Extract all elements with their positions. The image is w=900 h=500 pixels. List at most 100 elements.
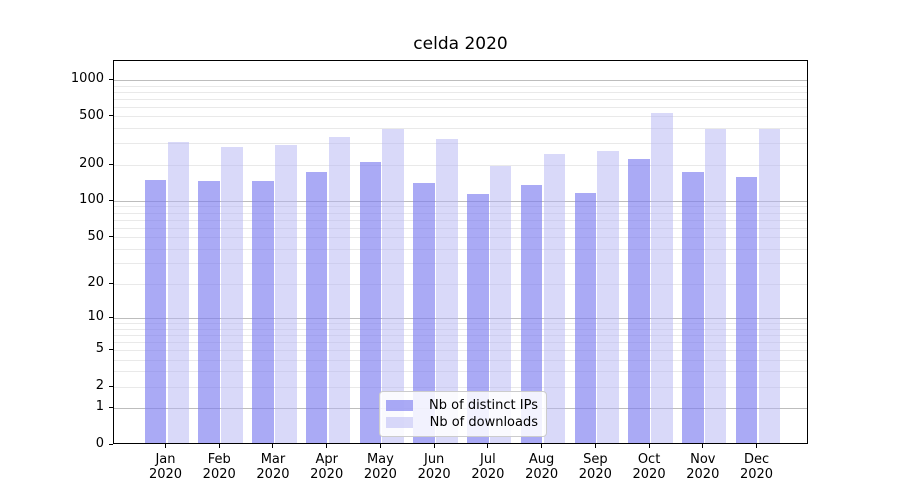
x-tick-mark — [487, 444, 489, 448]
minor-gridline — [114, 143, 807, 145]
bar-distinct-ips-sep — [574, 193, 597, 443]
x-tick-mark — [433, 444, 435, 448]
x-tick-mark — [594, 444, 596, 448]
bar-distinct-ips-apr — [305, 171, 328, 443]
minor-gridline — [114, 206, 807, 208]
legend-entry-distinct-ips: Nb of distinct IPs — [386, 398, 538, 413]
y-tick-mark — [109, 199, 113, 201]
y-tick-label: 50 — [87, 228, 104, 244]
y-tick-mark — [109, 163, 113, 165]
minor-gridline — [114, 248, 807, 250]
x-tick-mark — [326, 444, 328, 448]
x-tick-mark — [648, 444, 650, 448]
x-tick-mark — [218, 444, 220, 448]
x-tick-mark — [272, 444, 274, 448]
bar-downloads-jul — [489, 165, 512, 443]
x-tick-label-feb: Feb 2020 — [202, 452, 236, 482]
y-tick-label: 2 — [95, 378, 104, 394]
legend: Nb of distinct IPs Nb of downloads — [379, 391, 547, 437]
bar-distinct-ips-jul — [467, 193, 489, 443]
y-tick-mark — [109, 385, 113, 387]
x-tick-mark — [165, 444, 166, 448]
x-tick-label-apr: Apr 2020 — [310, 452, 344, 482]
y-tick-label: 0 — [95, 436, 104, 451]
minor-gridline — [114, 328, 807, 330]
minor-gridline — [114, 386, 807, 388]
bar-downloads-aug — [543, 154, 566, 443]
x-tick-mark — [756, 444, 758, 448]
x-tick-label-aug: Aug 2020 — [525, 452, 559, 482]
bar-distinct-ips-aug — [520, 184, 543, 443]
y-tick-label: 100 — [79, 192, 104, 208]
bar-distinct-ips-mar — [252, 180, 274, 443]
minor-gridline — [114, 116, 807, 118]
y-tick-label: 500 — [79, 107, 104, 123]
minor-gridline — [114, 85, 807, 87]
bar-downloads-nov — [704, 128, 727, 443]
y-tick-mark — [109, 282, 113, 284]
bar-downloads-mar — [274, 144, 297, 443]
legend-patch-downloads — [386, 417, 413, 428]
bar-distinct-ips-jan — [144, 180, 167, 443]
y-tick-label: 20 — [87, 275, 104, 291]
bar-downloads-jan — [167, 142, 190, 443]
y-tick-label: 10 — [87, 309, 104, 325]
minor-gridline — [114, 371, 807, 373]
y-tick-mark — [109, 348, 113, 350]
y-tick-mark — [109, 406, 113, 408]
x-tick-label-jun: Jun 2020 — [417, 452, 451, 482]
y-tick-mark — [109, 316, 113, 318]
minor-gridline — [114, 164, 807, 166]
legend-entry-downloads: Nb of downloads — [386, 415, 538, 430]
bar-distinct-ips-nov — [682, 172, 704, 443]
y-tick-label: 5 — [95, 341, 104, 357]
x-tick-label-sep: Sep 2020 — [578, 452, 612, 482]
bar-distinct-ips-dec — [735, 176, 758, 443]
bar-distinct-ips-jun — [413, 182, 435, 443]
major-gridline — [114, 79, 807, 81]
x-tick-mark — [702, 444, 704, 448]
x-tick-label-oct: Oct 2020 — [632, 452, 666, 482]
x-tick-label-jan: Jan 2020 — [148, 452, 183, 482]
bar-downloads-feb — [221, 147, 243, 443]
x-tick-label-mar: Mar 2020 — [256, 452, 290, 482]
minor-gridline — [114, 219, 807, 221]
bar-distinct-ips-feb — [198, 181, 221, 443]
y-tick-label: 200 — [79, 156, 104, 172]
bar-distinct-ips-may — [359, 162, 382, 443]
y-tick-label: 1000 — [70, 71, 104, 87]
x-tick-label-dec: Dec 2020 — [739, 452, 774, 482]
bar-downloads-sep — [597, 151, 619, 443]
x-tick-mark — [379, 444, 381, 448]
minor-gridline — [114, 263, 807, 265]
y-tick-label: 1 — [95, 399, 104, 415]
legend-label-downloads: Nb of downloads — [429, 415, 538, 430]
x-tick-label-nov: Nov 2020 — [686, 452, 720, 482]
minor-gridline — [114, 91, 807, 93]
plot-area — [113, 60, 808, 444]
major-gridline — [114, 200, 807, 202]
x-tick-label-jul: Jul 2020 — [471, 452, 505, 482]
major-gridline — [114, 317, 807, 319]
minor-gridline — [114, 106, 807, 108]
bar-downloads-may — [382, 128, 404, 443]
legend-patch-distinct-ips — [386, 400, 413, 411]
bar-distinct-ips-oct — [628, 158, 650, 443]
minor-gridline — [114, 128, 807, 130]
minor-gridline — [114, 212, 807, 214]
minor-gridline — [114, 98, 807, 100]
legend-label-distinct-ips: Nb of distinct IPs — [429, 398, 538, 413]
bar-downloads-apr — [328, 136, 351, 443]
bar-downloads-oct — [651, 112, 673, 443]
y-tick-mark — [109, 78, 113, 80]
x-tick-mark — [541, 444, 543, 448]
minor-gridline — [114, 323, 807, 324]
minor-gridline — [114, 359, 807, 361]
bar-downloads-dec — [758, 128, 781, 443]
minor-gridline — [114, 283, 807, 285]
minor-gridline — [114, 227, 807, 229]
y-tick-mark — [109, 236, 113, 238]
bar-downloads-jun — [436, 139, 458, 443]
minor-gridline — [114, 334, 807, 336]
